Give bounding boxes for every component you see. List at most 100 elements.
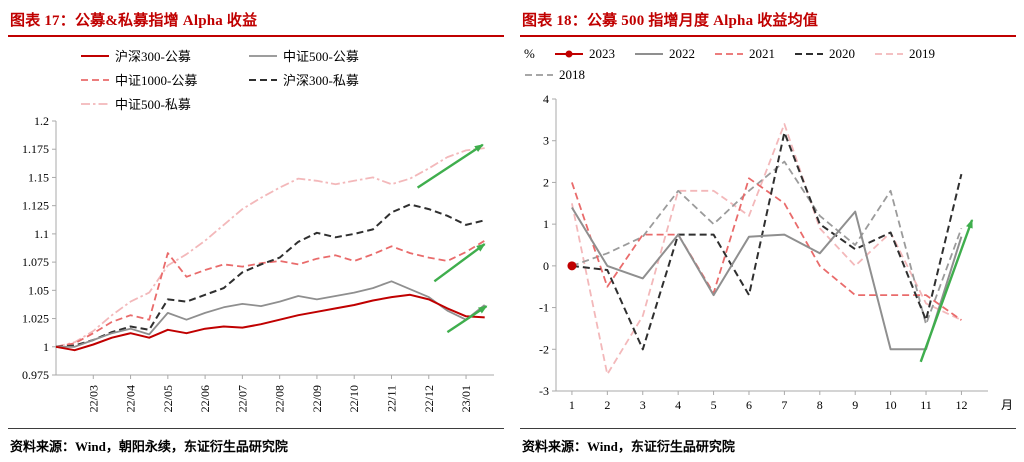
legend-swatch-icon xyxy=(81,102,109,105)
legend-swatch-icon xyxy=(81,78,109,81)
x-tick-label: 22/10 xyxy=(347,385,361,412)
legend-swatch-icon xyxy=(81,54,109,57)
legend-label: 沪深300-私募 xyxy=(283,73,359,88)
y-tick-label: 1 xyxy=(43,340,49,354)
legend-label: 2020 xyxy=(829,46,855,61)
legend-swatch-icon xyxy=(635,53,663,55)
legend-item-中证500-私募: 中证500-私募 xyxy=(80,94,248,113)
x-tick-label: 22/09 xyxy=(310,385,324,412)
series-line-2019 xyxy=(571,123,962,376)
figure-17-title: 图表 17：公募&私募指增 Alpha 收益 xyxy=(8,6,504,37)
legend-label: 2022 xyxy=(669,46,695,61)
x-tick-label: 1 xyxy=(569,398,575,412)
figure-17-legend: 沪深300-公募 中证500-公募中证1000-公募 沪深300-私募中证500-私… xyxy=(80,37,432,113)
trend-arrow xyxy=(416,143,484,189)
x-tick-label: 4 xyxy=(675,398,681,412)
legend-swatch-icon xyxy=(875,53,903,55)
legend-item-沪深300-公募: 沪深300-公募 xyxy=(80,46,248,65)
y-tick-label: 1.2 xyxy=(34,114,49,128)
y-tick-label: 1.025 xyxy=(22,312,49,326)
series-line-中证1000-公募 xyxy=(55,239,486,348)
legend-item-中证1000-公募: 中证1000-公募 xyxy=(80,70,248,89)
legend-label: 中证1000-公募 xyxy=(115,73,198,88)
x-tick-label: 22/04 xyxy=(124,385,138,412)
trend-arrow xyxy=(919,219,974,363)
x-tick-label: 2 xyxy=(604,398,610,412)
legend-item-沪深300-私募: 沪深300-私募 xyxy=(248,70,416,89)
legend-label: 2018 xyxy=(559,67,585,82)
legend-swatch-icon xyxy=(249,78,277,81)
legend-item-2019: 2019 xyxy=(874,46,954,62)
legend-label: 沪深300-公募 xyxy=(115,49,191,64)
x-tick-label: 22/07 xyxy=(235,385,249,412)
x-tick-label: 10 xyxy=(885,398,897,412)
legend-label: 中证500-私募 xyxy=(115,97,191,112)
y-tick-label: -1 xyxy=(539,301,549,315)
legend-item-2022: 2022 xyxy=(634,46,714,62)
legend-label: 中证500-公募 xyxy=(283,49,359,64)
y-axis-unit-label: % xyxy=(524,46,535,61)
legend-item-2020: 2020 xyxy=(794,46,874,62)
series-line-2022 xyxy=(571,206,963,351)
legend-item-2023: 2023 xyxy=(554,46,634,62)
figure-18-panel: 图表 18：公募 500 指增月度 Alpha 收益均值 % 2023 2022 20… xyxy=(520,6,1016,458)
y-tick-label: 1.125 xyxy=(22,199,49,213)
series-line-沪深300-私募 xyxy=(55,203,485,348)
x-tick-label: 9 xyxy=(852,398,858,412)
legend-swatch-icon xyxy=(249,54,277,57)
x-tick-label: 5 xyxy=(711,398,717,412)
legend-swatch-icon xyxy=(555,50,583,58)
legend-label: 2023 xyxy=(589,46,615,61)
x-tick-label: 22/08 xyxy=(273,385,287,412)
figure-18-title: 图表 18：公募 500 指增月度 Alpha 收益均值 xyxy=(520,6,1016,37)
x-tick-label: 22/12 xyxy=(422,385,436,412)
y-tick-label: 4 xyxy=(543,92,549,106)
series-line-2021 xyxy=(571,177,962,321)
y-tick-label: 1.175 xyxy=(22,142,49,156)
y-tick-label: 0.975 xyxy=(22,368,49,382)
figure-17-chart: 0.975 1 1.025 1.05 1.075 1.1 1.125 1.15 1.175 1.2… xyxy=(22,114,494,412)
trend-arrow xyxy=(433,243,486,283)
x-tick-label: 22/05 xyxy=(161,385,175,412)
figure-18-source: 资料来源：Wind，东证衍生品研究院 xyxy=(520,428,1016,458)
y-tick-label: 1.1 xyxy=(34,227,49,241)
legend-swatch-icon xyxy=(525,74,553,76)
x-tick-label: 22/06 xyxy=(198,385,212,412)
y-tick-label: 1 xyxy=(543,217,549,231)
legend-item-2018: 2018 xyxy=(524,67,604,83)
y-tick-label: 1.05 xyxy=(28,283,49,297)
x-tick-label: 12 xyxy=(955,398,967,412)
legend-swatch-icon xyxy=(795,53,823,55)
series-line-2020 xyxy=(571,131,963,351)
legend-item-中证500-公募: 中证500-公募 xyxy=(248,46,416,65)
legend-label: 2019 xyxy=(909,46,935,61)
series-line-2018 xyxy=(571,160,963,326)
trend-arrow xyxy=(446,305,488,334)
y-tick-label: -2 xyxy=(539,342,549,356)
x-tick-label: 22/03 xyxy=(86,385,100,412)
figure-17-source: 资料来源：Wind，朝阳永续，东证衍生品研究院 xyxy=(8,428,504,458)
y-tick-label: 1.075 xyxy=(22,255,49,269)
x-tick-label: 11 xyxy=(920,398,932,412)
y-tick-label: 0 xyxy=(543,259,549,273)
series-line-中证500-公募 xyxy=(56,280,486,348)
y-tick-label: 3 xyxy=(543,134,549,148)
x-tick-label: 7 xyxy=(781,398,787,412)
legend-item-2021: 2021 xyxy=(714,46,794,62)
y-tick-label: 2 xyxy=(543,175,549,189)
x-tick-label: 22/11 xyxy=(384,385,398,412)
x-tick-label: 3 xyxy=(640,398,646,412)
figure-18-legend: % 2023 2022 2021 2020 2019 2018 xyxy=(524,37,976,83)
x-tick-label: 6 xyxy=(746,398,752,412)
x-tick-label: 23/01 xyxy=(459,385,473,412)
series-line-中证500-私募 xyxy=(55,147,485,348)
series-marker-2023 xyxy=(567,261,577,271)
legend-swatch-icon xyxy=(715,53,743,55)
legend-label: 2021 xyxy=(749,46,775,61)
x-tick-label: 8 xyxy=(817,398,823,412)
y-tick-label: 1.15 xyxy=(28,170,49,184)
y-tick-label: -3 xyxy=(539,384,549,398)
figure-17-panel: 图表 17：公募&私募指增 Alpha 收益 沪深300-公募 中证500-公募中… xyxy=(8,6,504,458)
